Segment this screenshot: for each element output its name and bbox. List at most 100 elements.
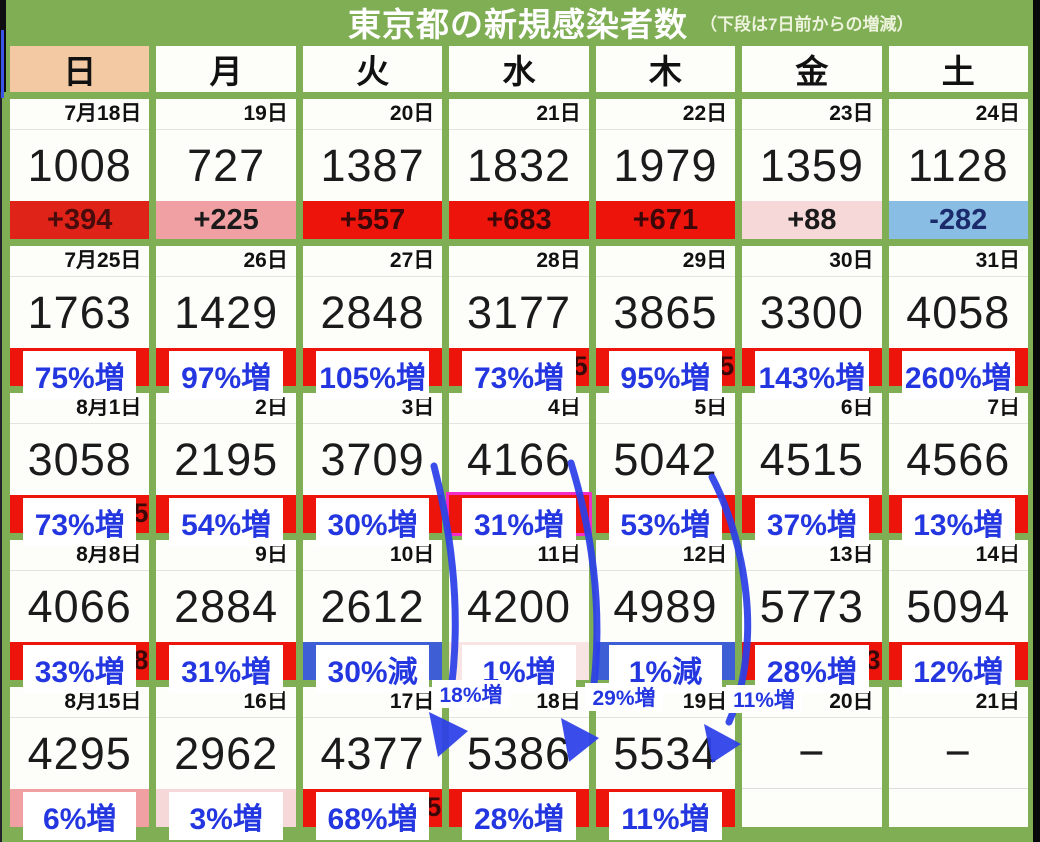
calendar-cell: 19日 727 +225 [156,99,296,239]
cell-change-strip: 5 68%増 [302,789,443,840]
calendar-cell: 20日 1387 +557 [302,99,443,239]
cell-value: 4295 [27,727,132,779]
calendar-cell: 14日 5094 12%増 [888,540,1028,693]
week-row: 7月25日 1763 75%増 26日 1429 97%増 27日 2848 105%増 28日 3… [10,246,1028,399]
calendar-cell: 8月1日 3058 5 73%増 [10,393,150,546]
cell-date: 8月1日 [10,393,150,424]
hidden-remnant-text: 5 [426,792,442,822]
weeks-container: 7月18日 1008 +394 19日 727 +225 20日 1387 +557 21日 183… [10,99,1028,840]
calendar-cell: 27日 2848 105%増 [302,246,443,399]
cell-change-strip: 3 28%増 [742,642,882,693]
calendar-cell: 7月18日 1008 +394 [10,99,150,239]
calendar-cell: 9日 2884 31%増 [156,540,296,693]
cell-value: 1979 [613,139,718,191]
change-label: 105%増 [315,351,430,399]
cell-value: 4066 [27,580,132,632]
cell-date: 16日 [156,687,296,718]
calendar-cell: 17日 4377 5 68%増 [302,687,443,840]
change-label: 11%増 [608,792,723,840]
cell-change-strip: 31%増 [156,642,296,693]
calendar-cell: 12日 4989 1%減 [595,540,736,693]
cell-change-strip: 5 73%増 [449,348,589,399]
cell-change-strip: +683 [449,201,589,239]
change-label: 73%増 [23,498,137,546]
calendar-cell: 16日 2962 3%増 [156,687,296,840]
change-label: 12%増 [901,645,1015,693]
cell-value: 5094 [906,580,1011,632]
cell-value: 3865 [613,286,718,338]
cell-change-strip: 11%増 [595,789,736,840]
screen-edge-left [0,0,2,842]
cell-change-strip: 143%増 [742,348,882,399]
weekday-label: 日 [63,53,97,90]
calendar-cell: 2日 2195 54%増 [156,393,296,546]
cell-value: 3058 [27,433,132,485]
cell-date: 17日 [302,687,443,718]
calendar-cell: 24日 1128 -282 [888,99,1028,239]
calendar-cell: 3日 3709 30%増 [302,393,443,546]
cell-change-strip: 5 73%増 [10,495,150,546]
cell-change-strip: 1%減 [595,642,736,693]
cell-change-strip: 12%増 [888,642,1028,693]
cell-date: 7日 [888,393,1028,424]
cell-value: 1763 [27,286,132,338]
change-label: 28%増 [755,645,869,693]
cell-change-strip: 260%増 [888,348,1028,399]
cell-value: 1832 [466,139,572,191]
change-label: 53%増 [608,498,723,546]
cell-change-strip: 30%増 [302,495,443,546]
cell-date: 13日 [742,540,882,571]
week-row: 8月15日 4295 6%増 16日 2962 3%増 17日 4377 5 68%増 18日 538… [10,687,1028,840]
change-label: 143%増 [755,351,869,399]
change-label: 37%増 [755,498,869,546]
hidden-remnant-text: 5 [719,351,735,381]
calendar-cell: 5日 5042 53%増 [595,393,736,546]
cell-value: 5042 [613,433,718,485]
change-label: 31%増 [462,498,576,546]
page-subtitle: （下段は7日前からの増減） [700,14,914,34]
cell-change-strip: 8 33%増 [10,642,150,693]
calendar-cell: 18日 5386 28%増 [449,687,589,840]
change-label: 30%増 [315,498,430,546]
cell-value: 4566 [906,433,1011,485]
cell-change-strip: +394 [10,201,150,239]
week-row: 8月8日 4066 8 33%増 9日 2884 31%増 10日 2612 30%減 11日 420… [10,540,1028,693]
cell-value: − [944,727,972,778]
cell-date: 8月15日 [10,687,150,718]
calendar-cell: 8月15日 4295 6%増 [10,687,150,840]
cell-value: 1008 [27,139,132,191]
calendar-cell: 21日 1832 +683 [449,99,589,239]
cell-date: 4日 [449,393,589,424]
week-row: 8月1日 3058 5 73%増 2日 2195 54%増 3日 3709 30%増 4日 4166 3… [10,393,1028,546]
calendar-cell: 7日 4566 13%増 [888,393,1028,546]
cell-change-strip: 31%増 [449,495,589,546]
calendar-cell: 6日 4515 37%増 [742,393,882,546]
calendar-cell: 13日 5773 3 28%増 [742,540,882,693]
cell-date: 31日 [888,246,1028,277]
calendar-cell: 23日 1359 +88 [742,99,882,239]
change-label: 54%増 [169,498,283,546]
cell-value: 3300 [759,286,864,338]
hidden-remnant-text: 3 [865,645,881,675]
week-row: 7月18日 1008 +394 19日 727 +225 20日 1387 +557 21日 183… [10,99,1028,239]
cell-date: 6日 [742,393,882,424]
cell-value: 4989 [613,580,718,632]
cell-date: 27日 [302,246,443,277]
weekday-label: 金 [795,53,829,90]
calendar-cell: 26日 1429 97%増 [156,246,296,399]
arrow-label-18pct: 18%増 [432,680,510,708]
cell-value: 4058 [906,286,1011,338]
change-label: 68%増 [315,792,430,840]
hidden-remnant-text: 8 [133,645,149,675]
calendar-cell: 11日 4200 1%増 [449,540,589,693]
cell-value: 5773 [759,580,864,632]
change-label: 31%増 [169,645,283,693]
weekday-header-cell: 日 [10,46,150,92]
cell-value: 2612 [320,580,425,632]
title-bar: 東京都の新規感染者数 （下段は7日前からの増減） [0,0,1040,44]
calendar-grid: 日 月 火 水 木 金 土 7月18日 1008 +394 19日 727 +225 20日 1387 +5… [10,46,1028,840]
cell-date: 8月8日 [10,540,150,571]
change-label: 3%増 [169,792,283,840]
cell-date: 2日 [156,393,296,424]
